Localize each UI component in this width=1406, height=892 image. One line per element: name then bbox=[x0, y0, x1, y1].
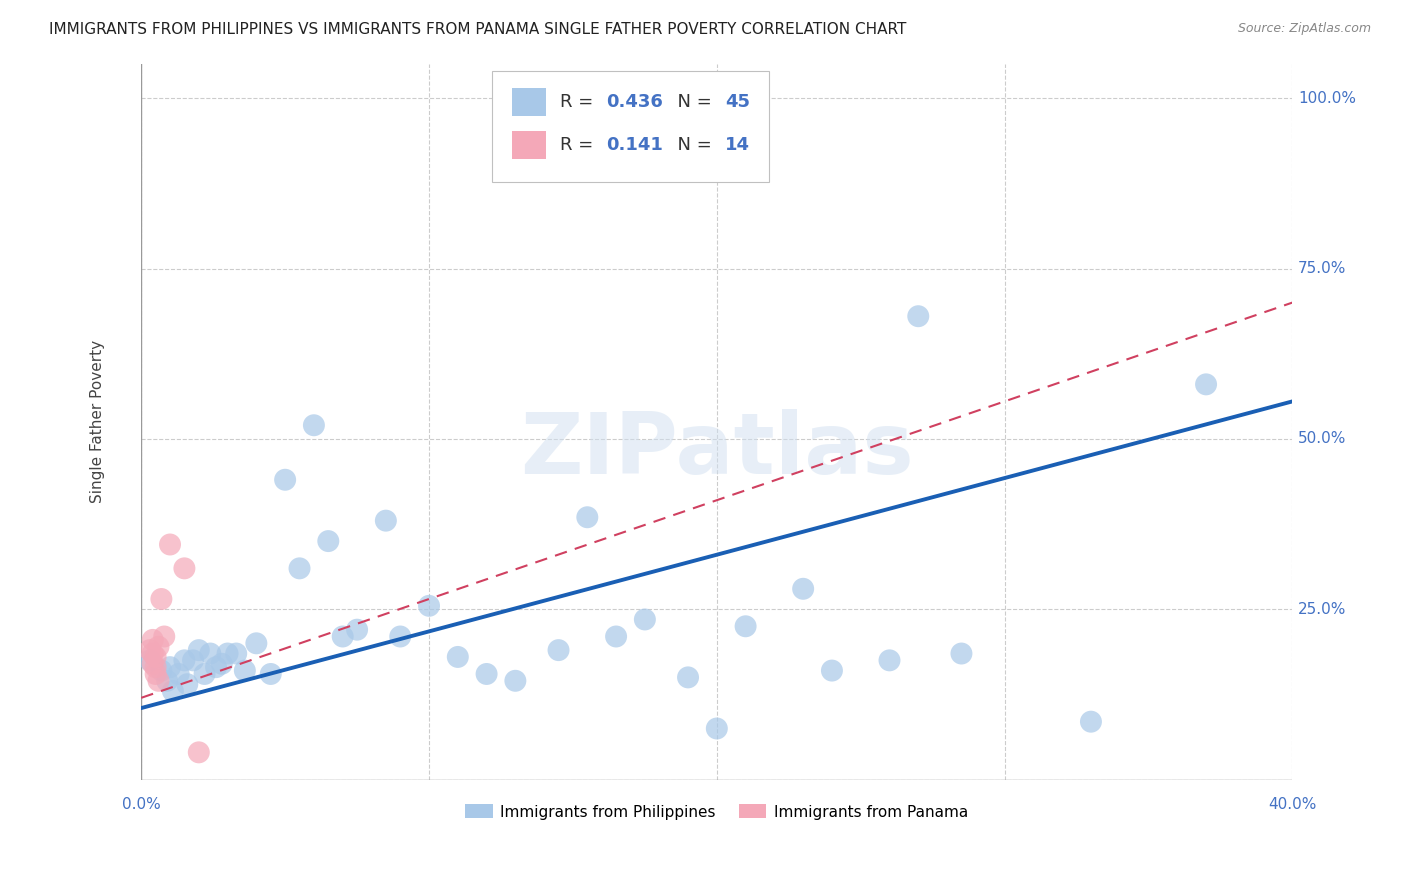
Point bbox=[145, 667, 167, 681]
Text: IMMIGRANTS FROM PHILIPPINES VS IMMIGRANTS FROM PANAMA SINGLE FATHER POVERTY CORR: IMMIGRANTS FROM PHILIPPINES VS IMMIGRANT… bbox=[49, 22, 907, 37]
Point bbox=[211, 657, 233, 671]
Text: 14: 14 bbox=[725, 136, 749, 154]
Point bbox=[389, 630, 412, 644]
Point bbox=[139, 653, 162, 667]
Text: Source: ZipAtlas.com: Source: ZipAtlas.com bbox=[1237, 22, 1371, 36]
Point bbox=[153, 630, 176, 644]
FancyBboxPatch shape bbox=[492, 71, 769, 182]
Point bbox=[318, 534, 340, 549]
Text: 40.0%: 40.0% bbox=[1268, 797, 1316, 813]
Point bbox=[634, 612, 657, 626]
Point bbox=[576, 510, 599, 524]
Text: 25.0%: 25.0% bbox=[1298, 602, 1347, 616]
Point bbox=[187, 643, 209, 657]
Point bbox=[150, 592, 173, 607]
Text: N =: N = bbox=[666, 136, 717, 154]
Point bbox=[821, 664, 844, 678]
Text: Single Father Poverty: Single Father Poverty bbox=[90, 340, 105, 503]
Text: R =: R = bbox=[560, 136, 599, 154]
Point bbox=[245, 636, 267, 650]
Point bbox=[148, 640, 170, 654]
Text: N =: N = bbox=[666, 93, 717, 111]
Point bbox=[159, 537, 181, 551]
Point bbox=[332, 630, 354, 644]
Text: 0.141: 0.141 bbox=[606, 136, 664, 154]
Point bbox=[418, 599, 440, 613]
Point bbox=[505, 673, 527, 688]
Point bbox=[139, 643, 162, 657]
Text: 100.0%: 100.0% bbox=[1298, 91, 1357, 105]
Point bbox=[181, 653, 204, 667]
Point bbox=[145, 649, 167, 664]
Point bbox=[217, 647, 239, 661]
Point bbox=[167, 667, 190, 681]
Text: 50.0%: 50.0% bbox=[1298, 432, 1347, 446]
Point bbox=[734, 619, 756, 633]
Point bbox=[879, 653, 901, 667]
Point bbox=[200, 647, 222, 661]
Point bbox=[950, 647, 973, 661]
Text: R =: R = bbox=[560, 93, 599, 111]
Point bbox=[173, 561, 195, 575]
Text: 75.0%: 75.0% bbox=[1298, 261, 1347, 276]
Point bbox=[1080, 714, 1102, 729]
Point bbox=[475, 667, 498, 681]
Point bbox=[205, 660, 228, 674]
Point bbox=[156, 673, 179, 688]
Text: ZIPatlas: ZIPatlas bbox=[520, 409, 914, 492]
Point bbox=[162, 684, 184, 698]
Point bbox=[193, 667, 215, 681]
Point bbox=[547, 643, 569, 657]
Point bbox=[176, 677, 198, 691]
Text: 45: 45 bbox=[725, 93, 749, 111]
Point bbox=[907, 309, 929, 323]
Text: 0.436: 0.436 bbox=[606, 93, 664, 111]
Text: 0.0%: 0.0% bbox=[122, 797, 160, 813]
Point bbox=[187, 745, 209, 759]
Point bbox=[173, 653, 195, 667]
Point bbox=[142, 632, 165, 647]
Point bbox=[142, 657, 165, 671]
Point bbox=[792, 582, 814, 596]
FancyBboxPatch shape bbox=[512, 130, 547, 160]
Point bbox=[706, 722, 728, 736]
Point bbox=[225, 647, 247, 661]
Point bbox=[159, 660, 181, 674]
Point bbox=[274, 473, 297, 487]
Point bbox=[605, 630, 627, 644]
Point bbox=[288, 561, 311, 575]
Point bbox=[260, 667, 283, 681]
Point bbox=[346, 623, 368, 637]
Point bbox=[142, 647, 165, 661]
Point bbox=[148, 673, 170, 688]
Point bbox=[374, 514, 396, 528]
Point bbox=[302, 418, 325, 433]
Point bbox=[447, 649, 470, 664]
Point bbox=[233, 664, 256, 678]
Point bbox=[145, 660, 167, 674]
Point bbox=[1195, 377, 1218, 392]
Legend: Immigrants from Philippines, Immigrants from Panama: Immigrants from Philippines, Immigrants … bbox=[460, 798, 974, 826]
FancyBboxPatch shape bbox=[512, 87, 547, 116]
Point bbox=[676, 670, 699, 684]
Point bbox=[150, 664, 173, 678]
